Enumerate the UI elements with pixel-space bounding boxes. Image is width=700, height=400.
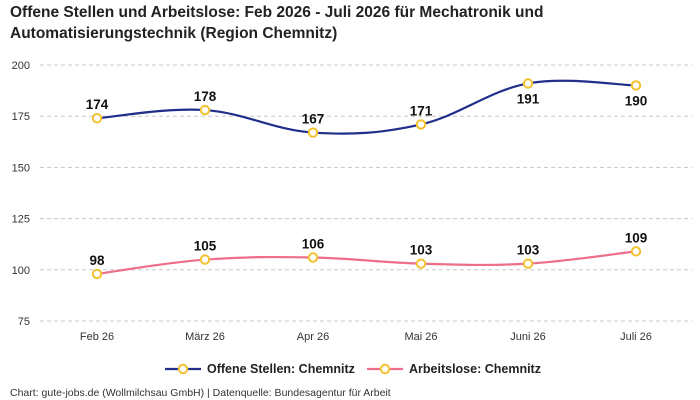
data-point <box>415 119 427 130</box>
data-label: 109 <box>625 230 648 245</box>
x-tick-label: Juli 26 <box>620 331 652 343</box>
y-tick-label: 175 <box>12 111 30 123</box>
data-label: 98 <box>89 253 105 268</box>
source-footer: Chart: gute-jobs.de (Wollmilchsau GmbH) … <box>10 387 391 399</box>
data-point <box>91 113 103 124</box>
legend: Offene Stellen: Chemnitz Arbeitslose: Ch… <box>0 362 700 382</box>
data-point <box>522 258 534 269</box>
chart-title: Offene Stellen und Arbeitslose: Feb 2026… <box>10 4 544 42</box>
y-tick-label: 150 <box>12 162 30 174</box>
data-point <box>199 254 211 265</box>
data-point <box>199 104 211 116</box>
legend-label-arbeitslose: Arbeitslose: Chemnitz <box>409 362 541 376</box>
y-tick-label: 125 <box>12 214 30 226</box>
data-point <box>630 80 642 91</box>
data-label: 105 <box>194 239 217 254</box>
data-point <box>307 252 319 263</box>
y-tick-label: 100 <box>12 265 30 277</box>
data-label: 171 <box>410 103 433 118</box>
legend-item-arbeitslose[interactable]: Arbeitslose: Chemnitz <box>367 362 541 376</box>
data-point <box>307 127 319 138</box>
data-label: 167 <box>302 112 325 127</box>
data-label: 106 <box>302 237 325 252</box>
y-tick-label: 200 <box>12 60 30 72</box>
x-tick-label: Juni 26 <box>510 331 545 343</box>
legend-marker <box>177 363 189 375</box>
data-label: 178 <box>194 89 217 104</box>
x-tick-label: Apr 26 <box>297 331 329 343</box>
line-chart: 75 100 125 150 175 200 Feb 26 März 26 Apr 26 Mai … <box>12 60 692 343</box>
y-tick-label: 75 <box>18 316 30 328</box>
legend-label-offene-stellen: Offene Stellen: Chemnitz <box>207 362 355 376</box>
series-line <box>96 79 637 135</box>
data-label: 174 <box>86 97 109 112</box>
data-point <box>91 268 103 280</box>
data-label: 191 <box>517 91 540 106</box>
legend-swatch-arbeitslose <box>367 363 403 375</box>
x-tick-label: März 26 <box>185 331 225 343</box>
legend-swatch-offene-stellen <box>165 363 201 375</box>
legend-item-offene-stellen[interactable]: Offene Stellen: Chemnitz <box>165 362 355 376</box>
data-label: 103 <box>410 243 433 258</box>
data-label: 190 <box>625 93 648 108</box>
series-line <box>96 250 637 275</box>
data-point <box>415 258 427 269</box>
data-point <box>630 246 642 257</box>
x-tick-label: Mai 26 <box>404 331 437 343</box>
data-point <box>522 78 534 89</box>
x-tick-label: Feb 26 <box>80 331 114 343</box>
data-label: 103 <box>517 243 540 258</box>
legend-marker <box>379 363 391 375</box>
